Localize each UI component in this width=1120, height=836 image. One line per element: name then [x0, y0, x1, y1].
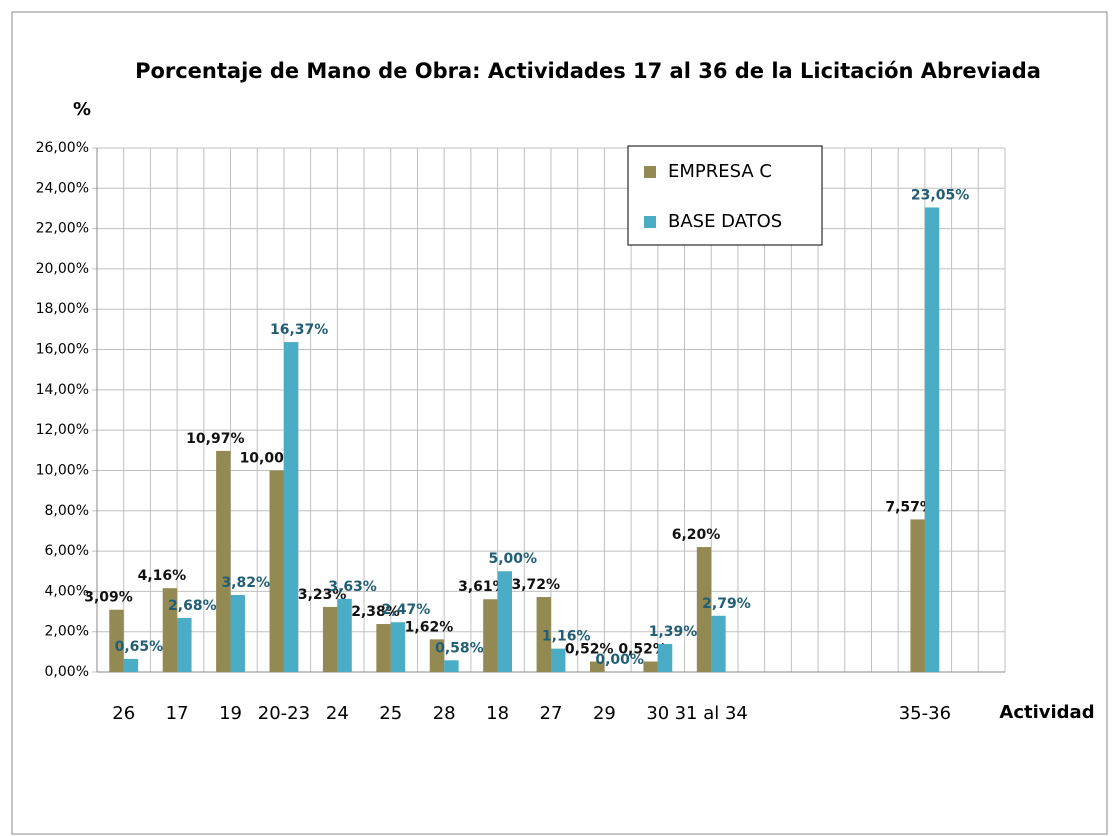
y-tick-label: 22,00% [36, 221, 89, 237]
bar [337, 598, 352, 672]
bar [230, 595, 245, 672]
data-label: 0,65% [115, 639, 164, 655]
data-label: 0,00% [595, 652, 644, 668]
x-tick-label: 19 [219, 703, 242, 724]
x-tick-label: 24 [326, 703, 349, 724]
x-axis-label: Actividad [999, 702, 1094, 723]
y-tick-label: 0,00% [45, 664, 89, 680]
bar [283, 342, 299, 672]
legend-box [627, 145, 823, 246]
y-tick-label: 20,00% [36, 261, 89, 277]
chart-title: Porcentaje de Mano de Obra: Actividades … [135, 59, 1041, 83]
bar [109, 609, 124, 672]
bar [390, 622, 406, 672]
data-label: 2,79% [702, 596, 751, 612]
bar [497, 571, 513, 672]
data-label: 5,00% [489, 551, 538, 567]
y-tick-label: 18,00% [36, 301, 89, 317]
y-tick-label: 6,00% [45, 543, 89, 559]
bar [711, 615, 726, 672]
data-label: 0,52% [565, 642, 614, 658]
x-tick-label: 27 [540, 703, 563, 724]
data-label: 6,20% [672, 527, 721, 543]
data-label: 1,39% [649, 624, 698, 640]
x-tick-label: 17 [166, 703, 189, 724]
bar [483, 599, 498, 672]
data-label: 3,82% [221, 575, 270, 591]
legend: EMPRESA C BASE DATOS [627, 145, 823, 246]
bar [657, 643, 673, 672]
y-axis-label: % [73, 99, 91, 120]
y-tick-label: 16,00% [36, 342, 89, 358]
y-tick-label: 24,00% [36, 180, 89, 196]
bar [429, 639, 445, 672]
x-tick-label: 30 [646, 703, 669, 724]
data-label: 3,63% [328, 579, 377, 595]
legend-swatch [644, 166, 656, 178]
y-tick-label: 10,00% [36, 462, 89, 478]
data-label: 1,16% [542, 629, 591, 645]
x-tick-label: 18 [486, 703, 509, 724]
data-label: 0,58% [435, 640, 484, 656]
bar [322, 606, 338, 672]
data-label: 3,23% [298, 587, 347, 603]
bar [643, 661, 658, 672]
bar [269, 470, 284, 672]
y-tick-label: 12,00% [36, 422, 89, 438]
y-tick-label: 8,00% [45, 503, 89, 519]
bar [162, 588, 178, 672]
bar [444, 660, 459, 672]
legend-swatch [644, 216, 656, 228]
data-label: 3,09% [84, 590, 133, 606]
x-tick-label: 26 [112, 703, 135, 724]
bar [216, 450, 231, 672]
legend-label: EMPRESA C [668, 161, 772, 182]
bar [177, 617, 192, 672]
bar [123, 658, 139, 672]
data-label: 3,72% [512, 577, 561, 593]
bar [551, 648, 566, 672]
bar [910, 519, 925, 672]
bar [536, 597, 551, 672]
data-label: 10,97% [186, 431, 244, 447]
data-label: 23,05% [911, 187, 969, 203]
x-tick-label: 35-36 [899, 703, 951, 724]
data-label: 0,52% [618, 642, 667, 658]
data-label: 1,62% [405, 619, 454, 635]
x-tick-label: 20-23 [258, 703, 310, 724]
bar [376, 624, 391, 672]
data-label: 10,00% [240, 450, 298, 466]
data-label: 16,37% [270, 322, 328, 338]
data-label: 2,68% [168, 598, 217, 614]
data-label: 2,47% [382, 602, 431, 618]
y-tick-label: 26,00% [36, 140, 89, 156]
bar [696, 547, 712, 672]
data-label: 7,57% [885, 499, 934, 515]
x-tick-label: 28 [433, 703, 456, 724]
bar [589, 661, 605, 672]
data-label: 4,16% [138, 568, 187, 584]
y-tick-label: 4,00% [45, 583, 89, 599]
bar [924, 207, 940, 672]
y-tick-label: 14,00% [36, 382, 89, 398]
x-tick-label: 25 [379, 703, 402, 724]
y-tick-label: 2,00% [45, 624, 89, 640]
data-label: 3,61% [458, 579, 507, 595]
x-tick-label: 31 al 34 [675, 703, 748, 724]
legend-label: BASE DATOS [668, 211, 782, 232]
x-tick-label: 29 [593, 703, 616, 724]
data-label: 2,38% [351, 604, 400, 620]
